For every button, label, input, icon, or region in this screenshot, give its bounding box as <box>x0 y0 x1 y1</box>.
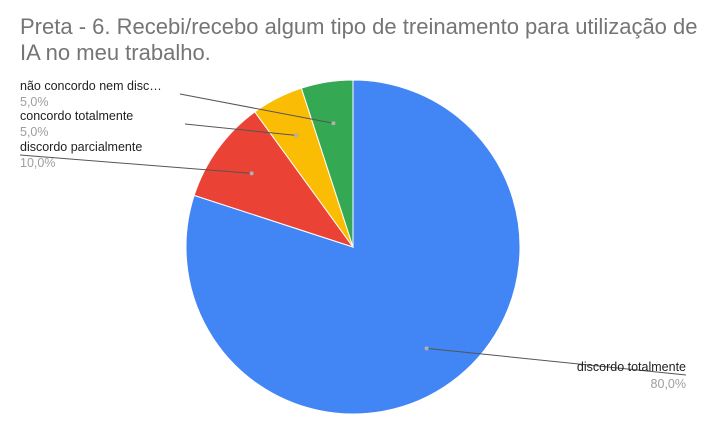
leader-dot-discordo-totalmente <box>424 346 429 351</box>
slice-value-concordo-totalmente: 5,0% <box>20 125 49 139</box>
chart-title: Preta - 6. Recebi/recebo algum tipo de t… <box>20 14 698 65</box>
leader-line-n-o-concordo-nem-disc <box>179 93 334 124</box>
slice-value-discordo-parcialmente: 10,0% <box>20 156 55 170</box>
slice-label-concordo-totalmente: concordo totalmente <box>20 109 133 123</box>
leader-dot-discordo-parcialmente <box>249 171 254 176</box>
pie-slice-discordo-totalmente[interactable] <box>185 79 521 415</box>
leader-dot-concordo-totalmente <box>294 133 299 138</box>
leader-lines <box>19 93 687 376</box>
leader-line-discordo-parcialmente <box>19 154 252 174</box>
leader-line-concordo-totalmente <box>184 123 297 136</box>
leader-line-discordo-totalmente <box>426 347 687 376</box>
slice-label-discordo-totalmente: discordo totalmente <box>577 360 686 374</box>
pie-slice-n-o-concordo-nem-disc[interactable] <box>300 79 354 248</box>
slice-labels: discordo totalmente 80,0% discordo parcial… <box>20 79 686 391</box>
leader-dot-n-o-concordo-nem-disc <box>331 121 336 126</box>
slice-label-discordo-parcialmente: discordo parcialmente <box>20 140 142 154</box>
slice-value-discordo-totalmente: 80,0% <box>651 377 686 391</box>
pie-slices <box>185 79 521 415</box>
slice-label-n-o-concordo-nem-disc: não concordo nem disc… <box>20 79 162 93</box>
pie-slice-discordo-parcialmente[interactable] <box>193 111 355 248</box>
slice-value-n-o-concordo-nem-disc: 5,0% <box>20 95 49 109</box>
